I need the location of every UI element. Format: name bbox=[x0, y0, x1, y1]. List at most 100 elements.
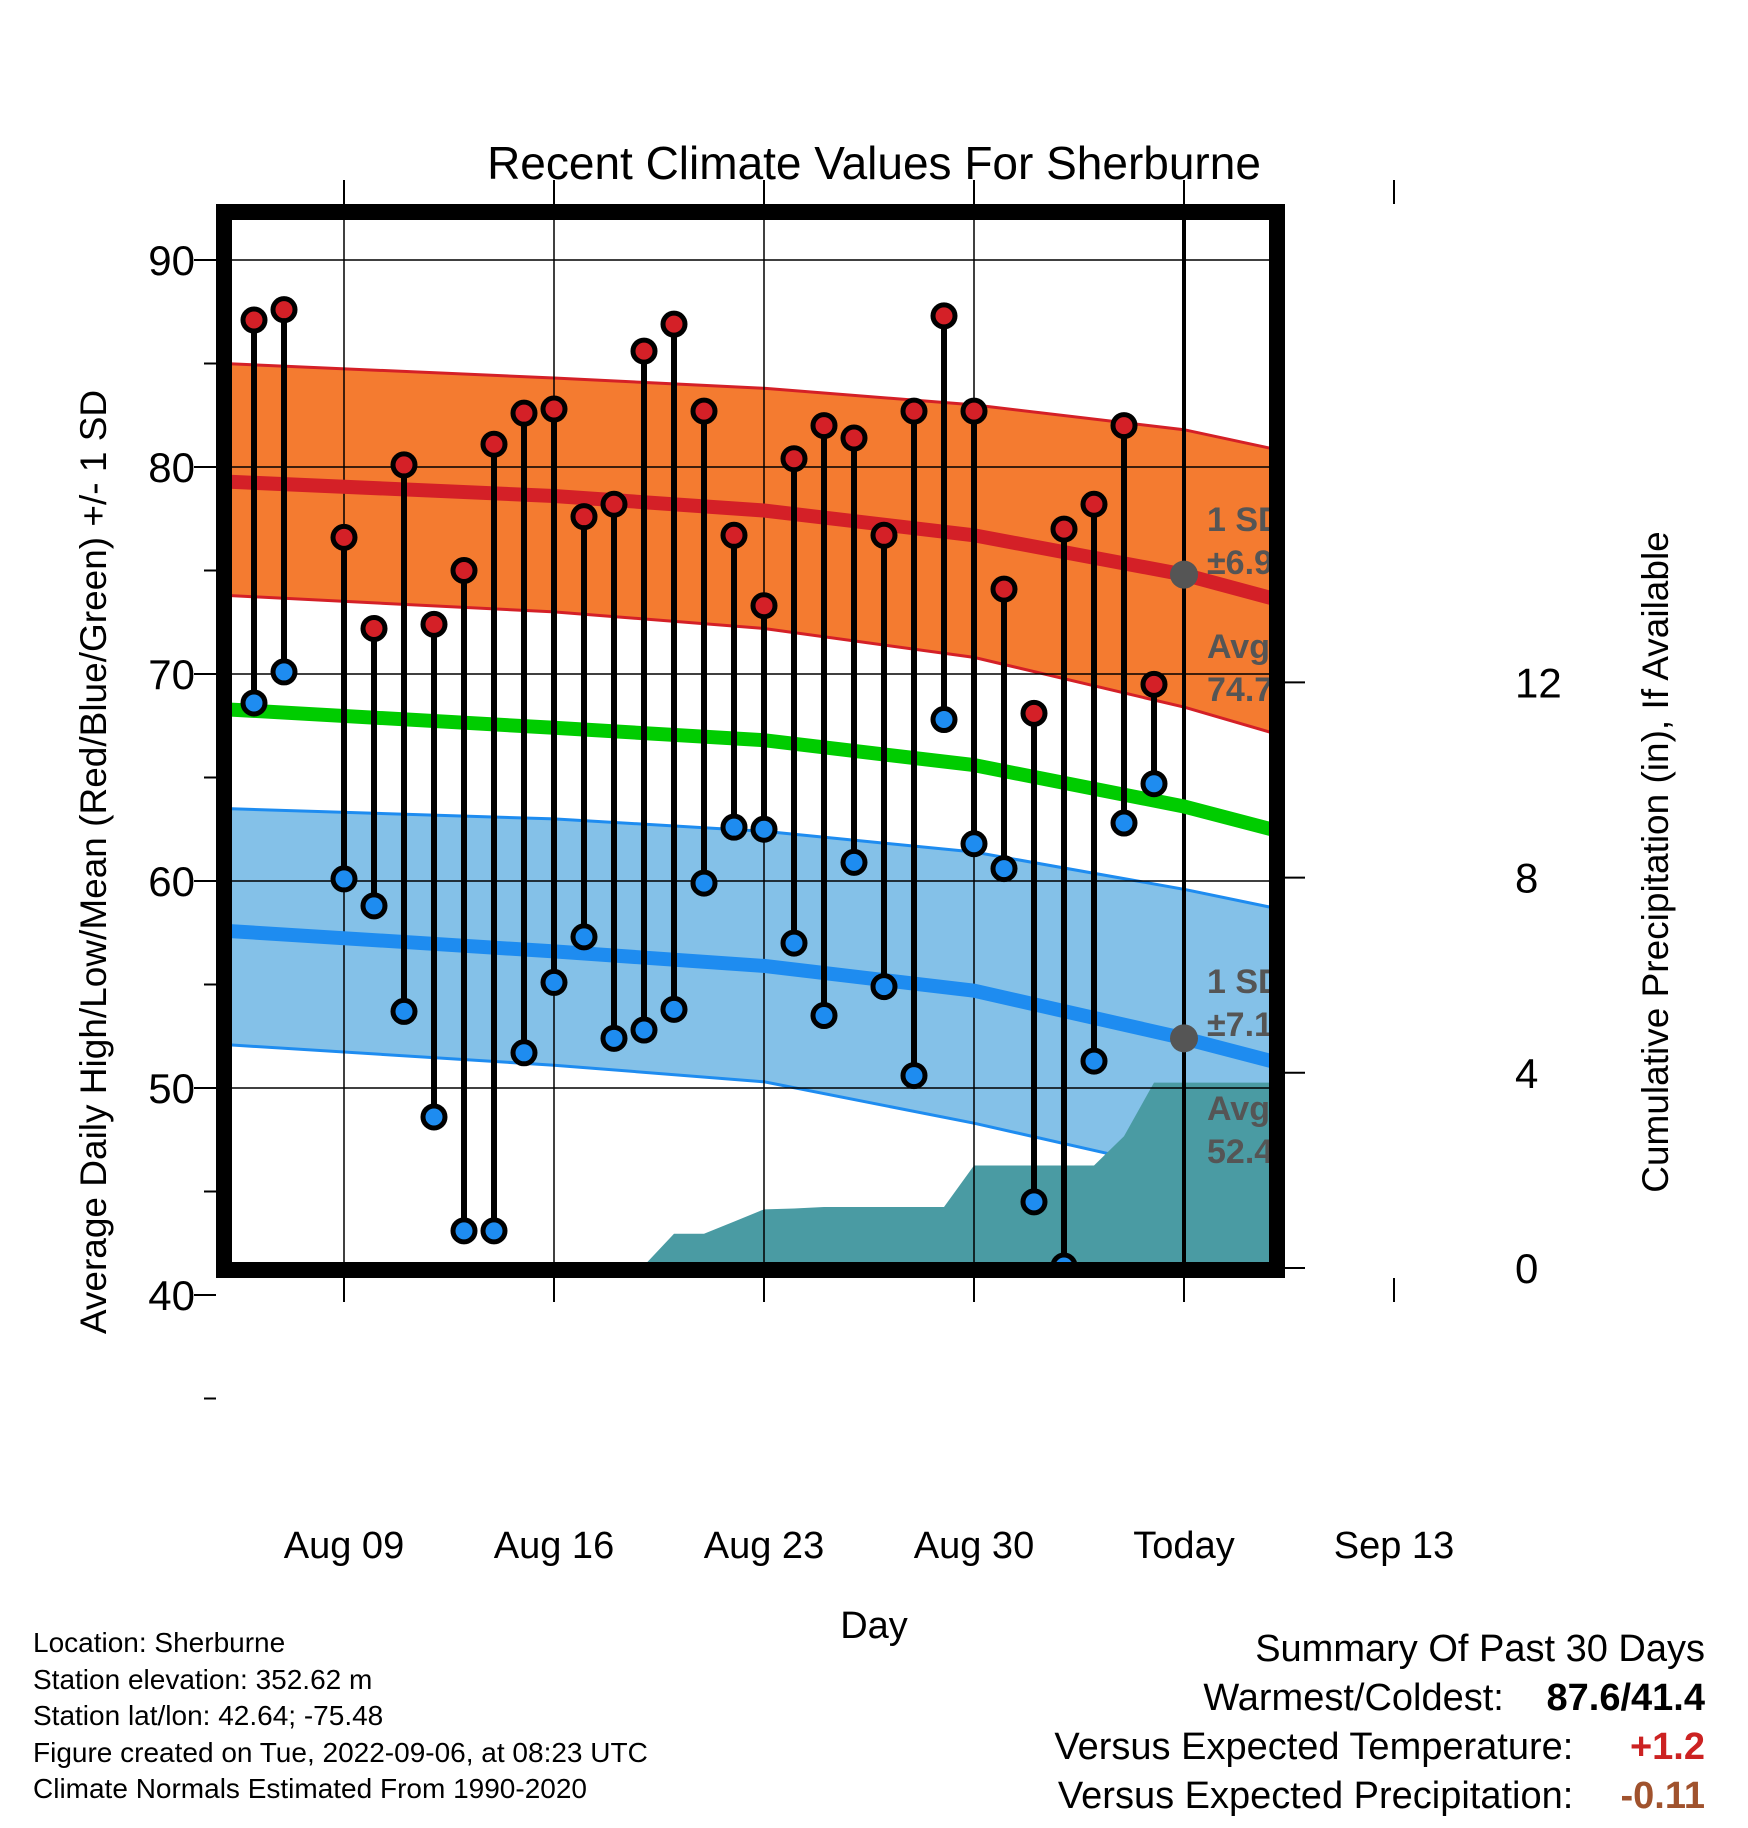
obs-high-point bbox=[780, 445, 808, 473]
precip-value: -0.11 bbox=[1620, 1775, 1705, 1817]
high-avg-value: 74.7°F bbox=[1207, 671, 1308, 709]
obs-high-point bbox=[690, 397, 718, 425]
obs-low-point bbox=[900, 1062, 928, 1090]
obs-low-point bbox=[600, 1024, 628, 1052]
obs-low-point bbox=[720, 813, 748, 841]
obs-low-point bbox=[1140, 770, 1168, 798]
station-info: Location: Sherburne Station elevation: 3… bbox=[33, 1625, 648, 1808]
low-avg-label: Avg: bbox=[1207, 1090, 1281, 1128]
obs-low-point bbox=[510, 1039, 538, 1067]
high-sd-label: 1 SD: bbox=[1207, 501, 1294, 539]
obs-high-point bbox=[240, 306, 268, 334]
x-tick-label: Today bbox=[1133, 1525, 1234, 1567]
today-low-avg-dot bbox=[1170, 1024, 1198, 1053]
obs-high-point bbox=[990, 575, 1018, 603]
obs-low-point bbox=[360, 892, 388, 920]
y-tick-label: 50 bbox=[148, 1065, 195, 1112]
precipitation-area bbox=[224, 1082, 1277, 1270]
obs-low-point bbox=[630, 1016, 658, 1044]
low-avg-value: 52.4°F bbox=[1207, 1133, 1308, 1171]
obs-high-point bbox=[480, 430, 508, 458]
obs-low-point bbox=[420, 1103, 448, 1131]
y2-tick-label: 4 bbox=[1515, 1050, 1538, 1097]
obs-high-point bbox=[270, 296, 298, 324]
temp-label: Versus Expected Temperature: bbox=[1054, 1726, 1574, 1768]
high-normal-line bbox=[224, 474, 1277, 607]
obs-high-point bbox=[960, 397, 988, 425]
warm-cold-row: Warmest/Coldest: 87.6/41.4 bbox=[1054, 1674, 1705, 1723]
y2-axis-label: Cumulative Precipitation (in), If Availa… bbox=[1635, 531, 1676, 1193]
obs-high-point bbox=[630, 337, 658, 365]
obs-low-point bbox=[1110, 809, 1138, 837]
obs-low-point bbox=[270, 658, 298, 686]
obs-high-point bbox=[1140, 670, 1168, 698]
obs-low-point bbox=[390, 997, 418, 1025]
obs-high-point bbox=[600, 490, 628, 518]
mean-normal-line bbox=[224, 702, 1277, 838]
obs-low-point bbox=[540, 968, 568, 996]
high-sd-band bbox=[224, 363, 1277, 735]
low-sd-label: 1 SD: bbox=[1207, 963, 1294, 1001]
low-sd-value: ±7.1°F bbox=[1207, 1006, 1307, 1044]
high-sd-value: ±6.9°F bbox=[1207, 544, 1307, 582]
obs-low-point bbox=[810, 1002, 838, 1030]
temp-value: +1.2 bbox=[1629, 1726, 1705, 1768]
low-normal-line bbox=[224, 923, 1277, 1070]
obs-high-point bbox=[1110, 412, 1138, 440]
location-text: Location: Sherburne bbox=[33, 1627, 286, 1658]
obs-high-point bbox=[420, 610, 448, 638]
precip-row: Versus Expected Precipitation: -0.11 bbox=[1054, 1772, 1705, 1821]
low-sd-band bbox=[224, 808, 1277, 1196]
precip-label: Versus Expected Precipitation: bbox=[1057, 1775, 1574, 1817]
obs-low-point bbox=[930, 706, 958, 734]
y-axis-label: Average Daily High/Low/Mean (Red/Blue/Gr… bbox=[73, 390, 114, 1334]
y2-tick-label: 12 bbox=[1515, 659, 1562, 706]
obs-high-point bbox=[750, 592, 778, 620]
x-tick-label: Sep 13 bbox=[1334, 1525, 1454, 1567]
obs-low-point bbox=[660, 995, 688, 1023]
today-high-avg-dot bbox=[1170, 560, 1198, 589]
obs-high-point bbox=[1050, 515, 1078, 543]
y-tick-label: 90 bbox=[148, 237, 195, 284]
obs-low-point bbox=[1020, 1188, 1048, 1216]
temp-row: Versus Expected Temperature: +1.2 bbox=[1054, 1723, 1705, 1772]
summary-panel: Summary Of Past 30 Days Warmest/Coldest:… bbox=[1054, 1625, 1705, 1821]
normals-text: Climate Normals Estimated From 1990-2020 bbox=[33, 1773, 587, 1804]
obs-high-point bbox=[930, 302, 958, 330]
warm-cold-label: Warmest/Coldest: bbox=[1203, 1677, 1504, 1719]
obs-low-point bbox=[450, 1217, 478, 1245]
chart-title: Recent Climate Values For Sherburne bbox=[487, 137, 1261, 189]
obs-high-point bbox=[810, 412, 838, 440]
y-tick-label: 60 bbox=[148, 858, 195, 905]
days-label-text: Days bbox=[1203, 1424, 1289, 1465]
obs-low-point bbox=[690, 869, 718, 897]
high-avg-label: Avg: bbox=[1207, 628, 1281, 666]
obs-high-point bbox=[870, 521, 898, 549]
obs-high-point bbox=[330, 523, 358, 551]
y2-tick-label: 8 bbox=[1515, 855, 1538, 902]
obs-high-point bbox=[1080, 490, 1108, 518]
obs-high-point bbox=[1020, 699, 1048, 727]
obs-high-point bbox=[510, 399, 538, 427]
obs-high-point bbox=[360, 614, 388, 642]
elevation-text: Station elevation: 352.62 m bbox=[33, 1663, 373, 1695]
obs-high-point bbox=[900, 397, 928, 425]
obs-high-point bbox=[840, 424, 868, 452]
plot-frame bbox=[216, 204, 1285, 1278]
high-sd-lower-line bbox=[224, 593, 1277, 736]
y-tick-label: 70 bbox=[148, 651, 195, 698]
y-tick-label: 40 bbox=[148, 1272, 195, 1319]
obs-low-point bbox=[240, 689, 268, 717]
obs-low-point bbox=[780, 929, 808, 957]
obs-low-point bbox=[960, 830, 988, 858]
obs-low-point bbox=[1080, 1047, 1108, 1075]
summary-heading: Summary Of Past 30 Days bbox=[1255, 1628, 1705, 1670]
low-sd-upper-line bbox=[224, 807, 1277, 911]
obs-high-point bbox=[720, 521, 748, 549]
x-tick-label: Aug 09 bbox=[284, 1525, 404, 1567]
obs-high-point bbox=[570, 503, 598, 531]
x-tick-label: Aug 23 bbox=[704, 1525, 824, 1567]
created-text: Figure created on Tue, 2022-09-06, at 08… bbox=[33, 1736, 648, 1768]
latlon-text: Station lat/lon: 42.64; -75.48 bbox=[33, 1700, 384, 1731]
